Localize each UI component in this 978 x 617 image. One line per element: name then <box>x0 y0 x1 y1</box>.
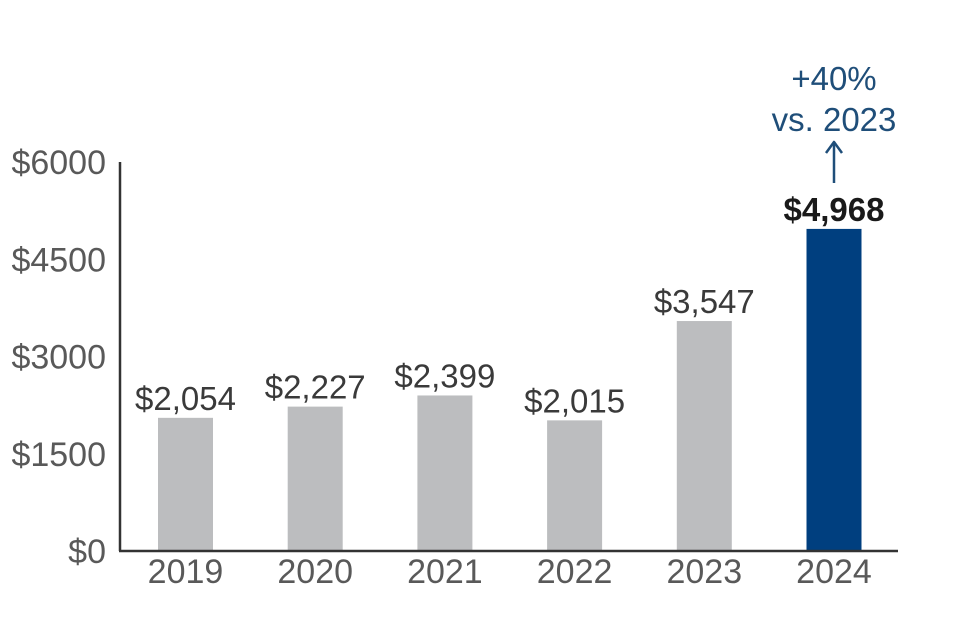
value-label-2022: $2,015 <box>524 382 625 419</box>
x-tick-label-2020: 2020 <box>277 553 353 591</box>
x-tick-label-2019: 2019 <box>148 553 224 591</box>
value-label-2020: $2,227 <box>265 369 366 406</box>
bar-2021 <box>417 395 473 551</box>
bar-2024 <box>806 228 862 551</box>
value-labels: $2,054 $2,227 $2,399 $2,015 $3,547 $4,968 <box>135 191 884 419</box>
y-axis-ticks: $0 $1500 $3000 $4500 $6000 <box>11 144 106 571</box>
bar-2023 <box>676 321 732 551</box>
x-tick-label-2024: 2024 <box>796 553 872 591</box>
x-axis-ticks: 2019 2020 2021 2022 2023 2024 <box>148 553 872 591</box>
y-tick-label: $6000 <box>11 144 106 182</box>
bar-2019 <box>158 417 213 551</box>
bar-2022 <box>547 420 603 551</box>
annotation-comparison: vs. 2023 <box>772 101 897 138</box>
value-label-2024: $4,968 <box>784 191 885 228</box>
value-label-2021: $2,399 <box>394 357 495 394</box>
value-label-2019: $2,054 <box>135 380 236 417</box>
y-tick-label: $4500 <box>11 241 106 279</box>
annotation-percent: +40% <box>791 60 876 97</box>
y-tick-label: $1500 <box>11 436 106 474</box>
growth-annotation: +40% vs. 2023 <box>772 60 897 183</box>
value-label-2023: $3,547 <box>654 283 755 320</box>
x-tick-label-2022: 2022 <box>537 553 613 591</box>
y-tick-label: $3000 <box>11 339 106 377</box>
up-arrow-head-icon <box>824 140 844 154</box>
x-tick-label-2021: 2021 <box>407 553 483 591</box>
x-tick-label-2023: 2023 <box>666 553 742 591</box>
y-tick-label: $0 <box>68 533 106 571</box>
bar-2020 <box>287 406 343 551</box>
bars <box>158 228 862 551</box>
